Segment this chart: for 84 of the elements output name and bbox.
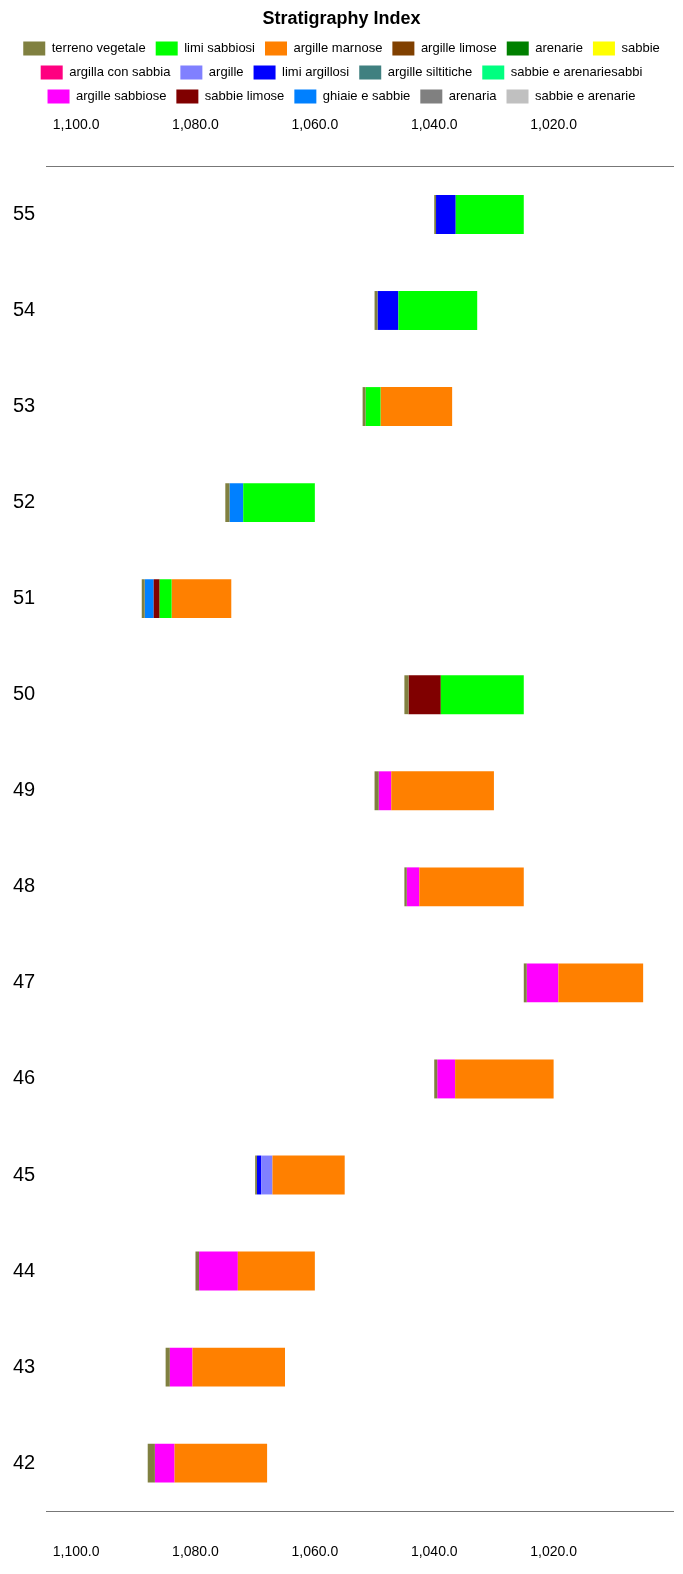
- y-tick-label: 47: [13, 970, 36, 993]
- legend-label: argille sabbiose: [76, 88, 167, 104]
- bar: [362, 387, 366, 426]
- bar: [391, 771, 494, 811]
- legend-label: argille: [208, 64, 244, 80]
- bar: [199, 1251, 238, 1291]
- bar: [144, 579, 154, 619]
- y-tick-label: 44: [13, 1258, 36, 1281]
- bar: [378, 771, 392, 811]
- bar: [261, 1155, 273, 1195]
- x2-tick-label: 1,020.0: [530, 1543, 578, 1560]
- bar: [523, 963, 527, 1003]
- bar: [434, 1059, 438, 1099]
- bar: [380, 387, 453, 426]
- bar: [558, 963, 644, 1003]
- bar: [365, 387, 381, 426]
- bar: [147, 1443, 155, 1483]
- y-tick-label: 49: [13, 778, 36, 801]
- legend-label: arenaria: [448, 88, 498, 104]
- bar: [374, 771, 379, 811]
- y-tick-label: 50: [13, 682, 36, 705]
- y-tick-label: 48: [13, 874, 36, 897]
- y-tick-label: 55: [13, 201, 36, 224]
- legend-label: limi sabbiosi: [184, 40, 256, 56]
- x-tick-label: 1,060.0: [291, 115, 339, 132]
- bar: [225, 483, 230, 523]
- bar: [398, 291, 478, 330]
- bar: [243, 483, 315, 523]
- legend-label: argille limose: [420, 40, 497, 56]
- y-tick-label: 43: [13, 1354, 36, 1377]
- legend-label: argilla con sabbia: [69, 64, 172, 80]
- y-tick-label: 53: [13, 394, 36, 417]
- bar: [404, 867, 407, 907]
- bar: [377, 291, 399, 330]
- legend-label: ghiaie e sabbie: [322, 88, 411, 104]
- bar: [437, 1059, 456, 1099]
- legend-label: argille marnose: [293, 40, 383, 56]
- x2-tick-label: 1,080.0: [172, 1543, 220, 1560]
- legend-label: argille siltitiche: [387, 64, 473, 80]
- legend-label: sabbie limose: [204, 88, 285, 104]
- bar: [141, 579, 145, 619]
- bar: [174, 1443, 268, 1483]
- bar: [455, 194, 524, 234]
- bar: [195, 1251, 200, 1291]
- legend-label: terreno vegetale: [51, 40, 146, 56]
- legend-label: limi argillosi: [282, 64, 350, 80]
- bar: [256, 1155, 262, 1195]
- y-tick-label: 52: [13, 490, 36, 513]
- bar: [165, 1347, 170, 1387]
- x-tick-label: 1,100.0: [52, 115, 100, 132]
- bar: [192, 1347, 286, 1387]
- legend-label: sabbie: [621, 40, 660, 56]
- x-tick-label: 1,040.0: [410, 115, 458, 132]
- x2-tick-label: 1,040.0: [410, 1543, 458, 1560]
- x2-tick-label: 1,100.0: [52, 1543, 100, 1560]
- legend-label: sabbie e arenarie: [535, 88, 636, 104]
- y-tick-label: 51: [13, 586, 36, 609]
- bar: [440, 675, 524, 715]
- y-tick-label: 45: [13, 1162, 36, 1185]
- bar: [229, 483, 244, 523]
- bar: [406, 867, 420, 907]
- bar: [436, 194, 456, 234]
- bar: [237, 1251, 315, 1291]
- bar: [526, 963, 559, 1003]
- legend-label: sabbie e arenariesabbi: [510, 64, 643, 80]
- bar: [408, 675, 441, 715]
- bar: [272, 1155, 345, 1195]
- bar: [419, 867, 524, 907]
- y-tick-label: 42: [13, 1450, 36, 1473]
- y-tick-label: 46: [13, 1066, 36, 1089]
- bar: [169, 1347, 193, 1387]
- x2-tick-label: 1,060.0: [291, 1543, 339, 1560]
- x-tick-label: 1,020.0: [530, 115, 578, 132]
- bar: [154, 1443, 175, 1483]
- x-tick-label: 1,080.0: [172, 115, 220, 132]
- bar: [153, 579, 160, 619]
- legend-label: arenarie: [535, 40, 583, 56]
- bar: [159, 579, 172, 619]
- bar: [374, 291, 378, 330]
- legend-title: Stratigraphy Index: [262, 7, 421, 28]
- y-tick-label: 54: [13, 298, 36, 320]
- bar: [404, 675, 409, 715]
- bar: [171, 579, 232, 619]
- bar: [455, 1059, 554, 1099]
